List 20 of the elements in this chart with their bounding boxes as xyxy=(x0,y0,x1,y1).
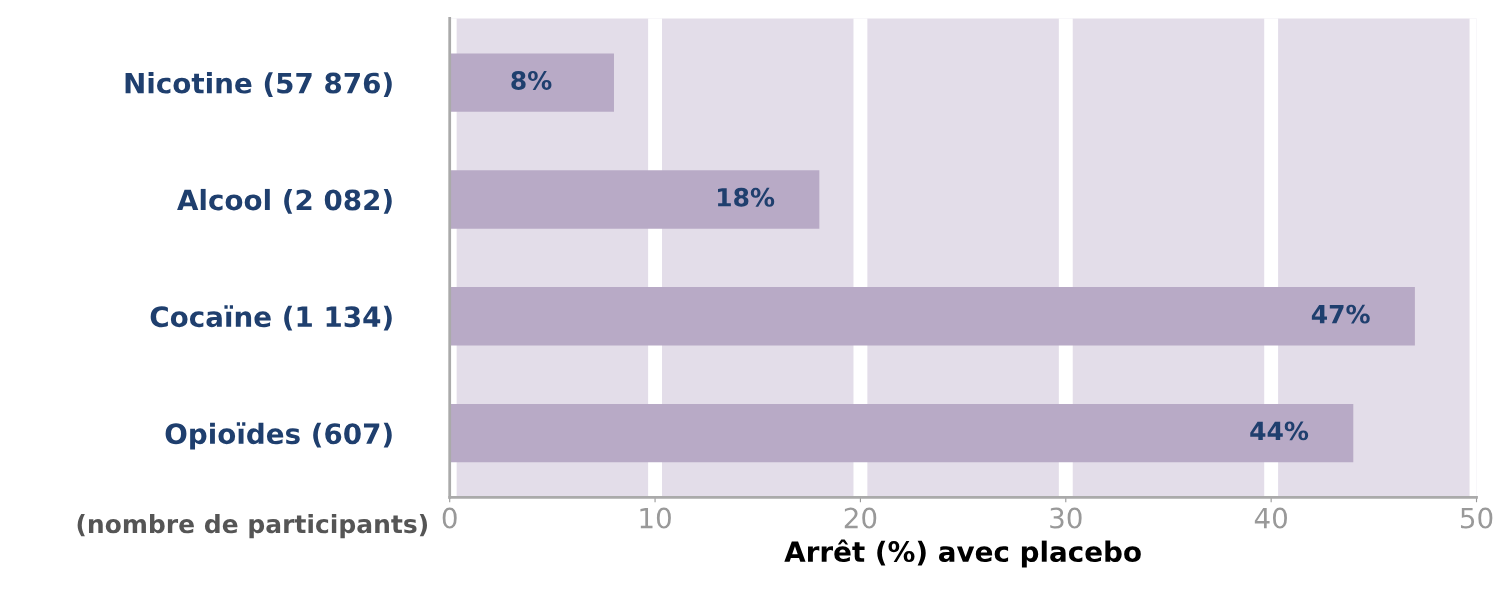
bar xyxy=(449,403,1354,463)
y-tick-label: Opioïdes (607) xyxy=(165,422,392,450)
y-tick-label: Cocaïne (1 134) xyxy=(150,305,392,331)
y-tick-label: Alcool (2 082) xyxy=(177,188,392,214)
data-label: 44% xyxy=(1250,421,1309,441)
x-axis-title: Arrêt (%) avec placebo xyxy=(784,539,1141,568)
bar xyxy=(449,170,820,229)
x-tick-label: 0 xyxy=(442,507,457,529)
x-tick-label: 50 xyxy=(1460,507,1493,529)
data-label: 47% xyxy=(1311,304,1370,324)
x-tick-label: 40 xyxy=(1254,507,1287,529)
x-tick-label: 10 xyxy=(640,507,671,529)
text: (nombre de participants) xyxy=(77,513,428,539)
y-tick-label: Nicotine (57 876) xyxy=(125,72,392,97)
bar xyxy=(449,53,614,112)
bar xyxy=(449,287,1415,346)
data-label: 8% xyxy=(511,71,552,90)
data-label: 18% xyxy=(718,187,775,207)
x-tick-label: 30 xyxy=(1050,507,1082,529)
x-tick-label: 20 xyxy=(844,507,877,529)
